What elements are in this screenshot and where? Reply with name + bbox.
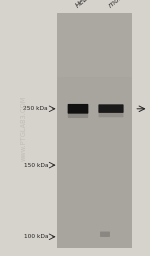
FancyBboxPatch shape [68, 104, 88, 114]
Text: www.PTGLAB3.COM: www.PTGLAB3.COM [21, 95, 27, 161]
FancyBboxPatch shape [98, 104, 124, 113]
Text: HeLa: HeLa [75, 0, 93, 9]
Text: 250 kDa: 250 kDa [23, 106, 48, 111]
Bar [57, 13, 132, 77]
Text: mouse testis: mouse testis [108, 0, 147, 9]
Text: 150 kDa: 150 kDa [24, 163, 48, 168]
Text: 100 kDa: 100 kDa [24, 234, 48, 239]
FancyBboxPatch shape [100, 231, 110, 237]
Bar [57, 13, 132, 248]
FancyBboxPatch shape [68, 111, 88, 118]
FancyBboxPatch shape [99, 111, 123, 117]
